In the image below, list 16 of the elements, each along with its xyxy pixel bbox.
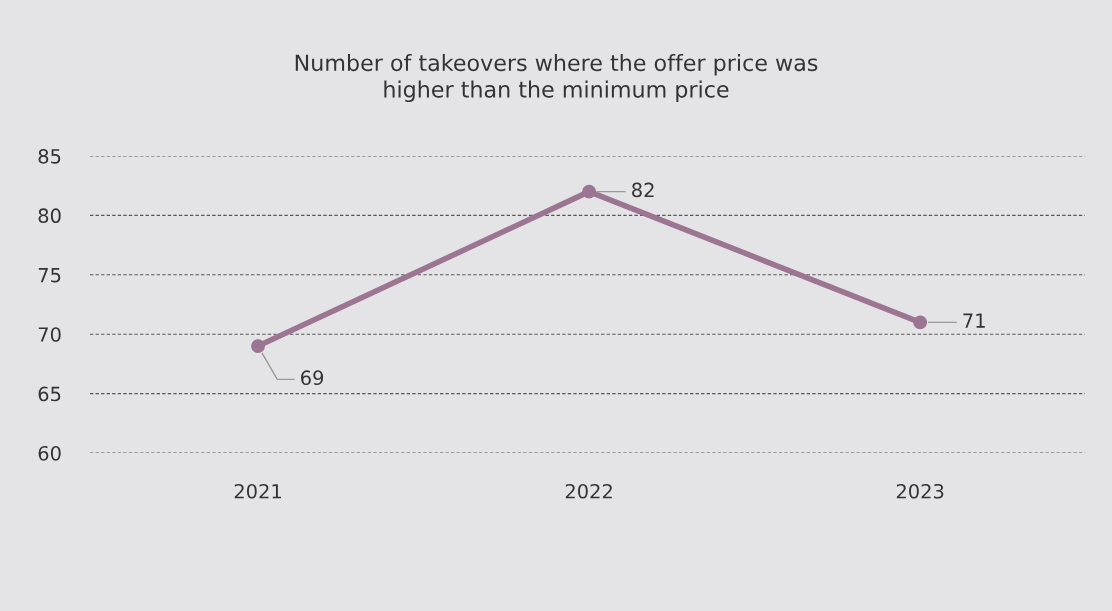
data-label: 71 bbox=[963, 313, 985, 328]
chart-title: Number of takeovers where the offer price was higher than the minimum price bbox=[295, 53, 818, 103]
x-tick-label: 2021 bbox=[234, 483, 281, 499]
y-tick-label: 80 bbox=[38, 208, 61, 224]
point bbox=[251, 339, 265, 354]
y-tick-label: 75 bbox=[38, 268, 61, 283]
x-tick-label: 2023 bbox=[896, 483, 944, 499]
y-tick-label: 60 bbox=[38, 445, 61, 461]
x-tick-label: 2022 bbox=[565, 483, 612, 499]
y-tick-label: 85 bbox=[38, 148, 61, 164]
point bbox=[913, 315, 928, 330]
y-tick-label: 65 bbox=[38, 386, 61, 402]
y-tick-label: 70 bbox=[38, 327, 61, 342]
data-label: 69 bbox=[301, 370, 324, 386]
data-label: 82 bbox=[632, 182, 654, 198]
point bbox=[582, 184, 597, 199]
